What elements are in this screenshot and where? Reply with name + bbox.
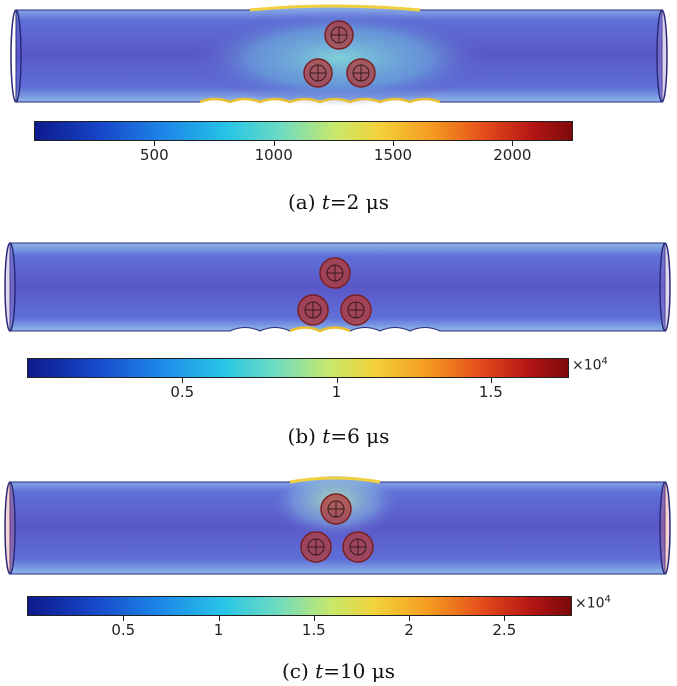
- caption-a: (a) t=2 μs: [287, 190, 390, 214]
- colorbar-a: 500 1000 1500 2000: [34, 121, 573, 164]
- tube-end-left: [10, 9, 22, 103]
- borehole-right: [340, 294, 372, 326]
- borehole-left: [297, 294, 329, 326]
- borehole-left: [300, 531, 332, 563]
- colorbar-tick: [490, 378, 492, 383]
- panel-a: 500 1000 1500 2000 (a) t=2 μs: [0, 0, 677, 220]
- borehole-right: [346, 58, 376, 88]
- panel-c: 0.5 1 1.5 2 2.5 ×104 (c) t=10 μs: [0, 466, 677, 686]
- tube-end-right: [659, 481, 671, 575]
- wave-field: [190, 10, 490, 106]
- hot-edge-bottom: [289, 326, 351, 333]
- tube-end-right: [659, 242, 671, 332]
- caption-b: (b) t=6 μs: [287, 424, 390, 448]
- colorbar-tick-label: 1500: [373, 146, 413, 164]
- tube-end-right: [656, 9, 668, 103]
- colorbar-tick-label: 1: [331, 383, 342, 401]
- hot-edge-top: [289, 476, 381, 484]
- colorbar-tick-label: 1.5: [301, 621, 326, 639]
- colorbar-tick: [154, 141, 156, 146]
- simulation-tube-a: [10, 4, 668, 106]
- borehole-top: [324, 20, 354, 50]
- colorbar-tick: [409, 616, 411, 621]
- colorbar-tick-label: 1: [213, 621, 224, 639]
- colorbar-tick-label: 2.5: [492, 621, 517, 639]
- colorbar-tick-label: 2: [404, 621, 414, 639]
- colorbar-tick: [123, 616, 125, 621]
- colorbar-tick: [504, 616, 506, 621]
- borehole-left: [303, 58, 333, 88]
- panel-b: 0.5 1 1.5 ×104 (b) t=6 μs: [0, 228, 677, 456]
- caption-c: (c) t=10 μs: [281, 659, 396, 683]
- borehole-right: [342, 531, 374, 563]
- colorbar-tick: [512, 141, 514, 146]
- colorbar-tick-label: 0.5: [111, 621, 136, 639]
- colorbar-multiplier-c: ×104: [575, 594, 611, 612]
- hot-edge-bottom: [199, 97, 441, 104]
- colorbar-tick-label: 500: [140, 146, 169, 164]
- colorbar-tick-label: 0.5: [170, 383, 195, 401]
- hot-edge-top: [249, 4, 421, 12]
- tube-end-left: [4, 481, 16, 575]
- tube-end-left: [4, 242, 16, 332]
- colorbar-tick: [393, 141, 394, 146]
- colorbar-tick: [218, 616, 220, 621]
- colorbar-tick: [273, 141, 275, 146]
- colorbar-tick: [182, 378, 184, 383]
- colorbar-tick-label: 1000: [254, 146, 293, 164]
- colorbar-tick: [313, 616, 315, 621]
- simulation-tube-b: [4, 242, 671, 333]
- colorbar-c: 0.5 1 1.5 2 2.5: [27, 596, 572, 639]
- colorbar-tick-label: 2000: [493, 146, 532, 164]
- borehole-top: [319, 257, 351, 289]
- colorbar-multiplier-b: ×104: [572, 356, 608, 374]
- borehole-top: [320, 493, 352, 525]
- colorbar-tick-label: 1.5: [478, 383, 503, 401]
- simulation-tube-c: [4, 476, 671, 575]
- colorbar-tick: [336, 378, 338, 383]
- colorbar-b: 0.5 1 1.5: [27, 358, 569, 401]
